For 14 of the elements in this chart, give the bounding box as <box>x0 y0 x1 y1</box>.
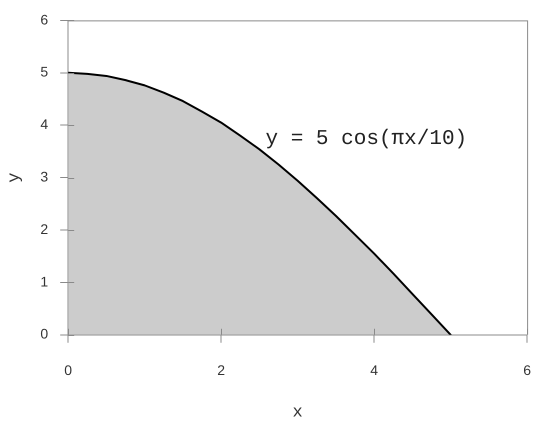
x-tick-label: 6 <box>523 362 532 378</box>
annotation: y = 5 cos(πx/10) <box>266 128 468 151</box>
y-tick-label: 5 <box>40 64 48 80</box>
y-tick-label: 6 <box>40 11 48 28</box>
y-tick-label: 0 <box>40 326 48 342</box>
y-tick-label: 1 <box>40 273 48 290</box>
y-tick-label: 2 <box>40 220 48 237</box>
y-axis-title: y <box>6 172 25 183</box>
x-axis-title: x <box>292 403 303 422</box>
y-tick-label: 4 <box>40 116 48 132</box>
x-tick-label: 4 <box>370 362 378 378</box>
x-tick-label: 2 <box>217 362 226 378</box>
x-tick-label: 0 <box>64 362 72 378</box>
y-tick-label: 3 <box>40 168 48 184</box>
